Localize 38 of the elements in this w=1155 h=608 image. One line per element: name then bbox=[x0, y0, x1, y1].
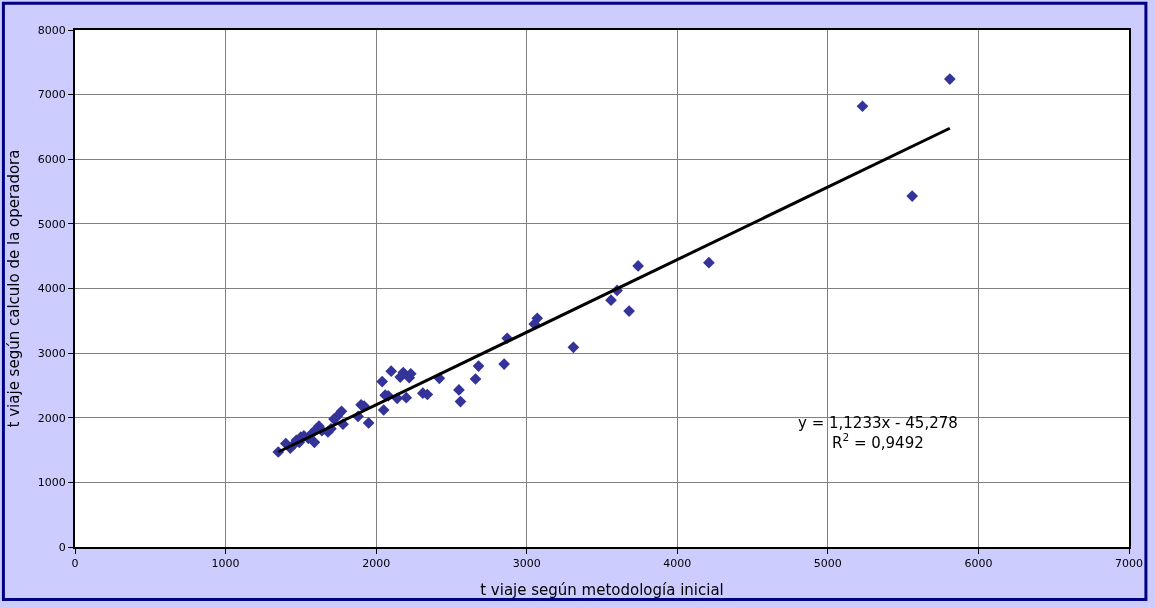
x-tick-label: 1000 bbox=[211, 557, 240, 571]
point bbox=[623, 305, 635, 317]
point bbox=[454, 395, 467, 408]
x-tick-label: 0 bbox=[71, 557, 79, 571]
point bbox=[906, 190, 919, 202]
x-tick-label: 2000 bbox=[362, 557, 391, 571]
x-tick-label: 7000 bbox=[1115, 557, 1143, 571]
x-axis-title: t viaje según metodología inicial bbox=[480, 580, 724, 599]
point bbox=[856, 100, 869, 113]
point bbox=[469, 373, 482, 385]
y-tick-label: 1000 bbox=[37, 476, 66, 490]
y-tick-label: 7000 bbox=[37, 88, 66, 102]
point bbox=[400, 391, 413, 404]
y-tick-label: 4000 bbox=[37, 282, 66, 296]
x-tick-label: 6000 bbox=[964, 557, 993, 571]
y-tick-label: 0 bbox=[58, 540, 66, 554]
point bbox=[335, 405, 348, 418]
point bbox=[377, 404, 390, 416]
point bbox=[385, 365, 398, 378]
point bbox=[362, 417, 375, 429]
point bbox=[376, 375, 389, 388]
point bbox=[472, 360, 485, 372]
x-tick-label: 5000 bbox=[813, 557, 842, 571]
point bbox=[943, 73, 956, 85]
y-tick-label: 5000 bbox=[37, 217, 66, 231]
y-tick-label: 2000 bbox=[37, 411, 66, 425]
point bbox=[567, 341, 580, 354]
point bbox=[498, 358, 510, 370]
point bbox=[308, 436, 321, 449]
y-tick-label: 3000 bbox=[37, 346, 66, 360]
y-axis-title: t viaje según calculo de la operadora bbox=[4, 149, 23, 428]
x-tick-label: 4000 bbox=[663, 557, 692, 571]
x-tick-label: 3000 bbox=[512, 557, 541, 571]
annotation: y = 1,1233x - 45,278 R$^{2}$ = 0,9492 bbox=[798, 414, 958, 452]
point bbox=[703, 256, 715, 269]
point bbox=[632, 260, 644, 272]
y-tick-label: 8000 bbox=[37, 23, 66, 37]
y-tick-label: 6000 bbox=[37, 153, 66, 167]
